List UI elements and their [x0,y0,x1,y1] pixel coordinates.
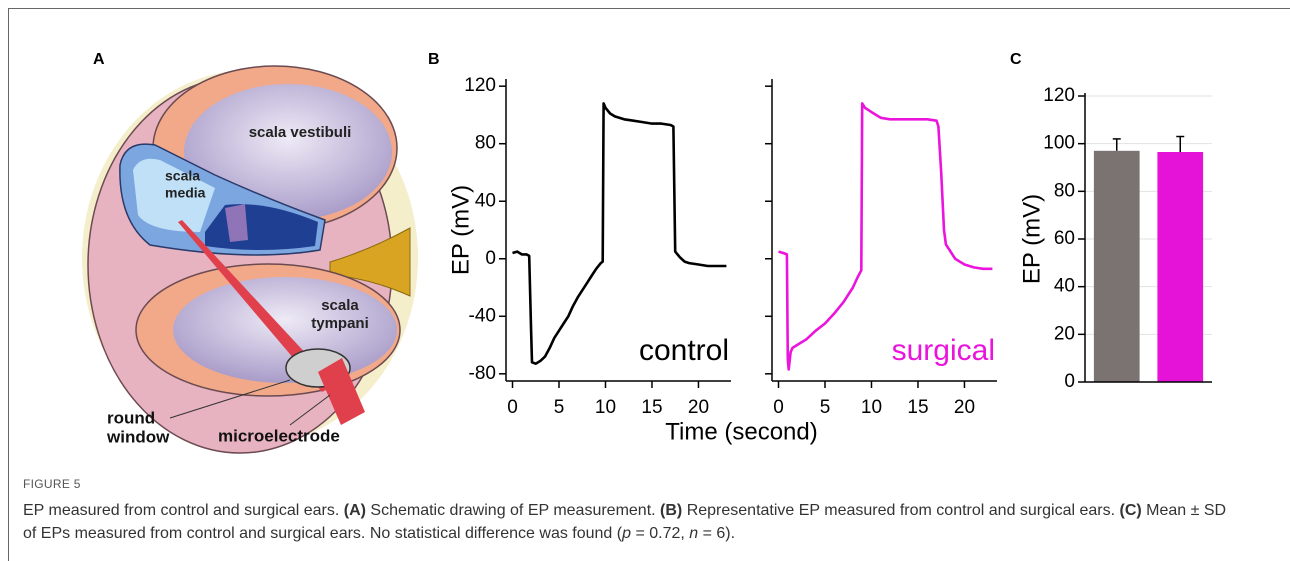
x-tick-label: 20 [954,397,975,418]
figure: scala vestibuli scala media scala tympan… [82,51,1212,454]
line-series [778,102,993,371]
schematic-label: scala vestibuli [249,124,352,141]
y-tick-label: 80 [1054,180,1075,201]
caption-text: = 0.72, [631,525,690,542]
x-tick-label: 5 [554,397,565,418]
line-series [512,102,727,365]
x-tick-label: 0 [507,397,518,418]
x-tick-label: 15 [907,397,928,418]
caption-text: Mean ± SD of EPs measured from control a… [23,502,1227,542]
x-tick-label: 10 [595,397,616,418]
y-tick-label: -80 [469,363,496,384]
schematic: scala vestibuli scala media scala tympan… [82,65,418,454]
x-axis-label: Time (second) [665,418,817,445]
schematic-label: microelectrode [218,426,340,445]
y-tick-label: 0 [1064,371,1075,392]
panel-label: A [93,51,105,68]
series-label: control [639,334,729,367]
charts: -80 -40 0 40 80 120 0 5 10 15 20 control EP (mV) Time… [447,75,1212,445]
panel-label: B [428,51,440,68]
caption: EP measured from control and surgical ea… [23,499,1238,545]
schematic-label: scala [321,297,359,314]
y-tick-label: 100 [1043,133,1075,154]
x-tick-label: 15 [641,397,662,418]
caption-text: n [689,525,699,542]
caption-text: (C) [1119,502,1142,519]
caption-text: Representative EP measured from control … [682,502,1120,519]
x-tick-label: 5 [820,397,831,418]
series-label: surgical [892,334,995,367]
schematic-label: round [107,408,155,427]
caption-text: Schematic drawing of EP measurement. [365,502,661,519]
schematic-label: scala [165,168,200,184]
y-axis-label: EP (mV) [447,185,474,275]
y-tick-label: 120 [464,75,496,96]
y-tick-label: 20 [1054,323,1075,344]
x-tick-label: 20 [688,397,709,418]
panel-label: C [1010,51,1022,68]
caption-text: EP measured from control and surgical ea… [23,502,344,519]
caption-text: = 6). [698,525,736,542]
bar [1157,152,1204,382]
schematic-label: media [165,185,206,201]
y-tick-label: 0 [485,248,496,269]
caption-text: p [622,525,631,542]
figure-frame [8,8,1290,561]
y-tick-label: -40 [469,305,496,326]
caption-text: (A) [343,502,366,519]
x-tick-label: 0 [773,397,784,418]
y-tick-label: 40 [1054,276,1075,297]
y-axis-label: EP (mV) [1018,194,1045,284]
y-tick-label: 40 [475,190,496,211]
x-tick-label: 10 [861,397,882,418]
schematic-label: tympani [311,315,369,332]
y-tick-label: 120 [1043,85,1075,106]
y-tick-label: 80 [475,133,496,154]
schematic-label: window [106,427,170,446]
caption-text: (B) [660,502,683,519]
bar [1093,150,1140,382]
figure-label: FIGURE 5 [23,477,81,491]
y-tick-label: 60 [1054,228,1075,249]
